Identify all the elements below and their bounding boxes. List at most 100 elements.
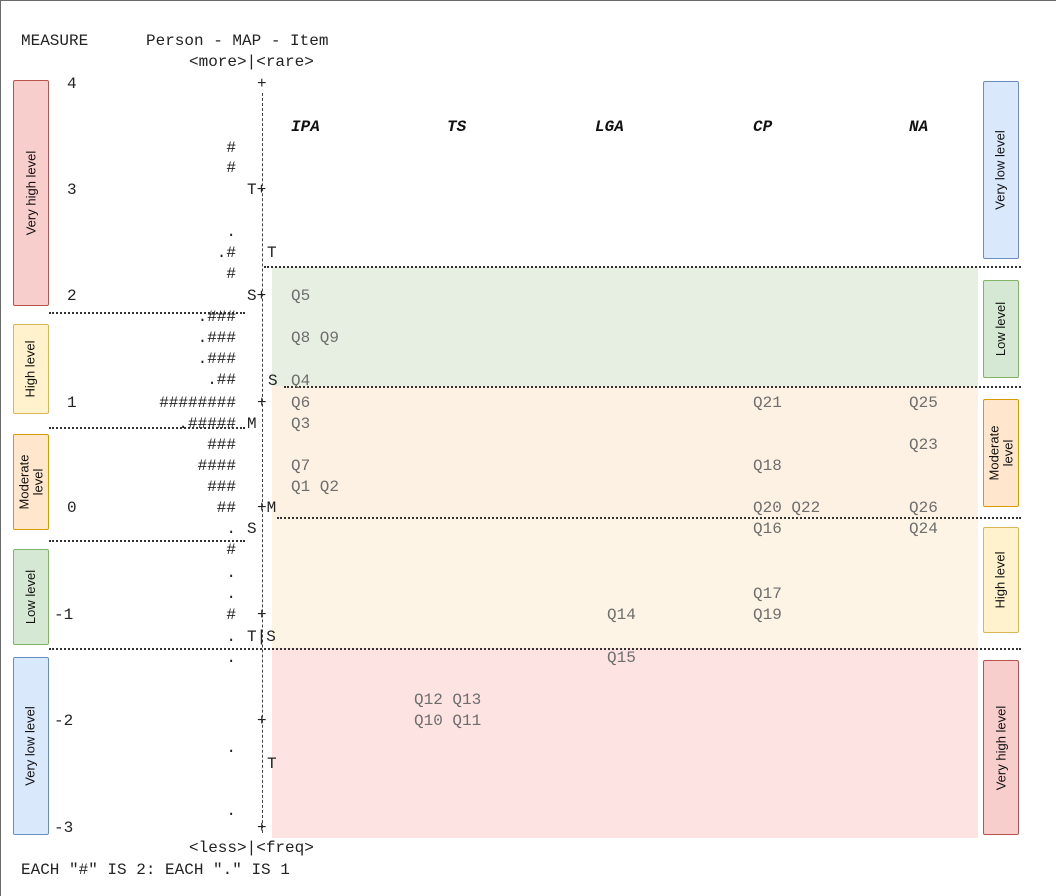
axis-mark: + — [257, 606, 267, 624]
axis-mark: + — [257, 394, 267, 412]
axis-line — [262, 93, 263, 833]
footnote: EACH "#" IS 2: EACH "." IS 1 — [21, 861, 290, 879]
tick-2: 2 — [67, 287, 77, 305]
left-level-high: High level — [13, 324, 49, 414]
tick-0: 0 — [67, 499, 77, 517]
right-level-very-high: Very high level — [983, 660, 1019, 835]
person-row: . — [226, 520, 236, 538]
person-row: .## — [207, 371, 236, 389]
col-ipa: IPA — [291, 118, 320, 136]
band-moderate-orange — [272, 386, 978, 518]
item-label: Q20 Q22 — [753, 499, 821, 517]
left-level-very-high: Very high level — [13, 80, 49, 306]
person-row: . — [226, 649, 236, 667]
person-row: # — [226, 159, 236, 177]
item-label: Q5 — [291, 287, 311, 305]
axis-mark: S+ — [247, 287, 267, 305]
item-label: Q14 — [607, 606, 636, 624]
person-row: ### — [207, 478, 236, 496]
person-row: .### — [197, 350, 236, 368]
axis-mark: S — [268, 372, 278, 390]
tick-minus-1: -1 — [54, 606, 74, 624]
item-label: Q26 — [909, 499, 938, 517]
tick-3: 3 — [67, 181, 77, 199]
axis-mark: +M — [257, 499, 277, 517]
person-row: . — [226, 628, 236, 646]
person-row: # — [226, 139, 236, 157]
item-label: Q21 — [753, 394, 782, 412]
person-row: #### — [197, 457, 236, 475]
person-row: .### — [197, 308, 236, 326]
item-label: Q15 — [607, 649, 636, 667]
item-label: Q19 — [753, 606, 782, 624]
col-lga: LGA — [595, 118, 624, 136]
tick-1: 1 — [67, 394, 77, 412]
item-label: Q25 — [909, 394, 938, 412]
band-high-orange — [272, 518, 978, 648]
person-row: # — [226, 541, 236, 559]
item-label: Q7 — [291, 457, 311, 475]
item-label: Q23 — [909, 436, 938, 454]
sep-right-3 — [277, 517, 1021, 519]
tick-4: 4 — [67, 75, 77, 93]
right-level-low: Low level — [983, 280, 1019, 378]
right-level-very-low: Very low level — [983, 81, 1019, 259]
left-level-low: Low level — [13, 549, 49, 645]
tick-minus-2: -2 — [54, 712, 74, 730]
person-row: ######## — [159, 394, 236, 412]
item-label: Q17 — [753, 585, 782, 603]
item-label: Q10 Q11 — [414, 712, 482, 730]
item-label: Q8 Q9 — [291, 329, 340, 347]
item-label: Q3 — [291, 415, 311, 433]
left-level-very-low: Very low level — [13, 657, 49, 835]
person-row: . — [226, 564, 236, 582]
axis-mark: T — [267, 755, 277, 773]
sep-left-3 — [49, 540, 245, 542]
person-row: # — [226, 265, 236, 283]
item-label: Q6 — [291, 394, 311, 412]
axis-mark: + — [257, 712, 267, 730]
bottom-labels: <less>|<freq> — [189, 839, 314, 857]
sep-left-1 — [49, 312, 245, 314]
axis-mark: M — [247, 415, 257, 433]
top-labels: <more>|<rare> — [189, 53, 314, 71]
measure-label: MEASURE — [21, 32, 89, 50]
axis-mark: + — [257, 819, 267, 837]
person-row: .##### — [178, 415, 236, 433]
item-label: Q4 — [291, 372, 311, 390]
tick-minus-3: -3 — [54, 819, 74, 837]
right-level-moderate: Moderate level — [983, 399, 1019, 507]
axis-mark: T+ — [247, 181, 267, 199]
person-row: ### — [207, 436, 236, 454]
col-ts: TS — [447, 118, 467, 136]
item-label: Q1 Q2 — [291, 478, 340, 496]
item-label: Q18 — [753, 457, 782, 475]
person-row: .# — [216, 244, 236, 262]
axis-mark: + — [257, 75, 267, 93]
person-row: . — [226, 802, 236, 820]
axis-mark: T — [267, 244, 277, 262]
person-row: . — [226, 739, 236, 757]
band-very-high-red — [272, 648, 978, 838]
person-row: # — [226, 606, 236, 624]
item-label: Q12 Q13 — [414, 691, 482, 709]
map-title: Person - MAP - Item — [146, 32, 329, 50]
person-row: .### — [197, 329, 236, 347]
left-level-moderate: Moderate level — [13, 434, 49, 530]
item-label: Q16 — [753, 520, 782, 538]
sep-left-2 — [49, 427, 245, 429]
col-na: NA — [909, 118, 929, 136]
sep-right-2 — [284, 386, 1021, 388]
item-label: Q24 — [909, 520, 938, 538]
person-row: . — [226, 223, 236, 241]
sep-full-4 — [49, 648, 1021, 650]
person-row: ## — [216, 499, 236, 517]
sep-right-1 — [264, 266, 1021, 268]
band-low-green — [272, 267, 978, 386]
person-row: . — [226, 585, 236, 603]
axis-mark: S — [247, 520, 257, 538]
col-cp: CP — [753, 118, 773, 136]
right-level-high: High level — [983, 527, 1019, 633]
axis-mark: T|S — [247, 628, 276, 646]
